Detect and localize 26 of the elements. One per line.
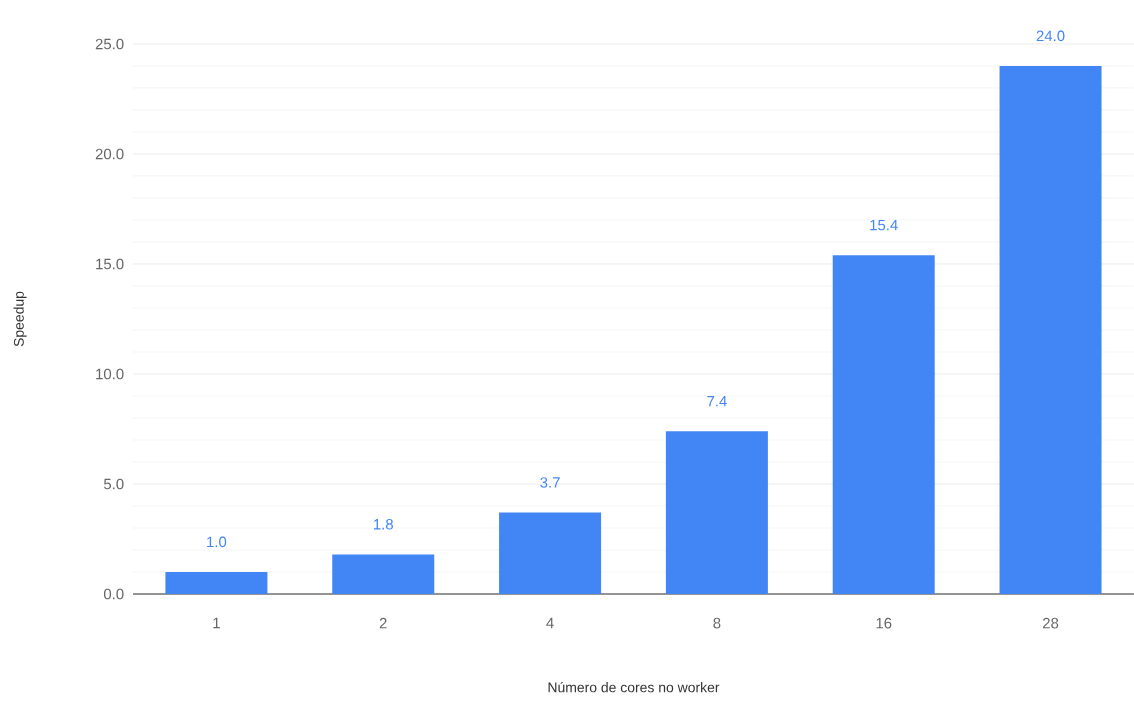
bar xyxy=(999,66,1102,594)
y-tick-label: 20.0 xyxy=(95,148,124,160)
y-tick-label: 0.0 xyxy=(103,588,124,600)
data-label: 15.4 xyxy=(870,219,898,231)
x-axis-title: Número de cores no worker xyxy=(548,681,720,693)
bar xyxy=(832,255,935,594)
data-label: 7.4 xyxy=(707,396,727,407)
bar xyxy=(499,512,602,594)
data-label: 1.8 xyxy=(373,518,393,530)
data-label: 1.0 xyxy=(207,536,227,548)
y-tick-label: 25.0 xyxy=(95,38,124,50)
y-tick-label: 10.0 xyxy=(96,368,124,380)
x-tick-label: 1 xyxy=(213,617,220,629)
bar xyxy=(665,431,768,594)
y-axis-title: Speedup xyxy=(13,291,27,347)
y-tick-label: 15.0 xyxy=(96,258,124,270)
bar xyxy=(165,572,268,594)
x-tick-label: 2 xyxy=(379,617,387,629)
x-tick-label: 4 xyxy=(546,617,554,629)
data-label: 24.0 xyxy=(1036,30,1065,42)
x-tick-label: 16 xyxy=(876,617,892,629)
data-label: 3.7 xyxy=(540,477,560,488)
x-tick-label: 28 xyxy=(1042,617,1059,629)
x-tick-label: 8 xyxy=(713,617,721,629)
bar xyxy=(332,554,435,594)
y-tick-label: 5.0 xyxy=(103,478,124,490)
